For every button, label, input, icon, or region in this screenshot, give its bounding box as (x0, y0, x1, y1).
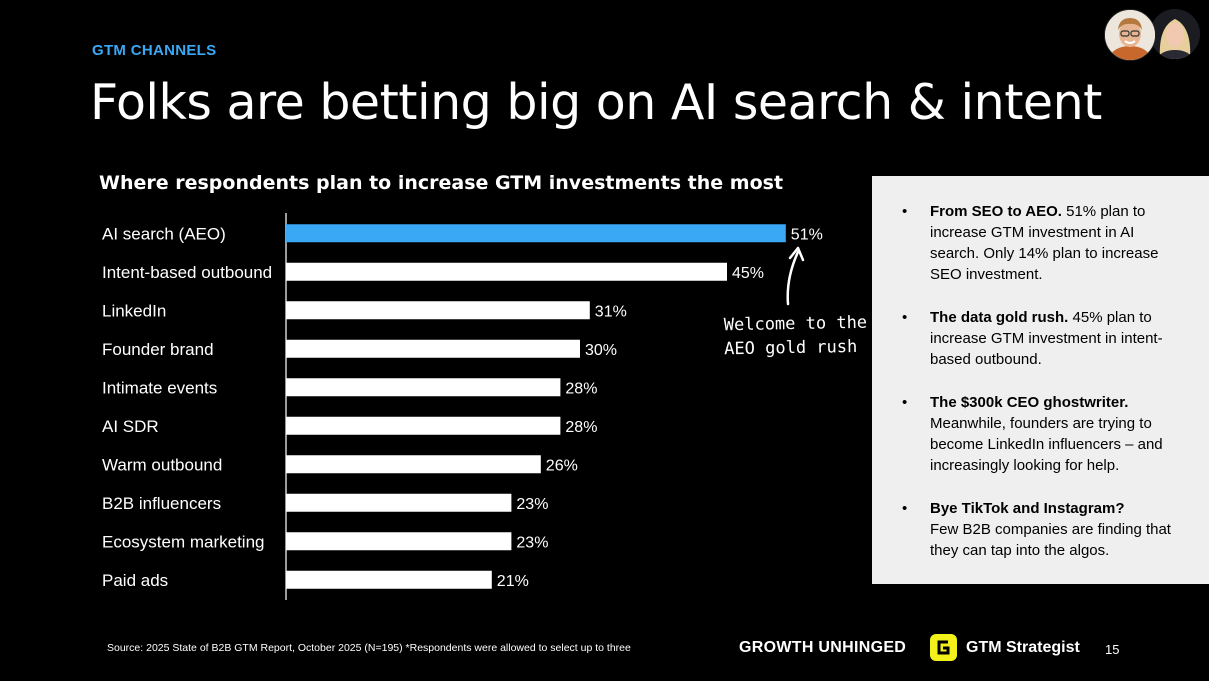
annotation-line-2: AEO gold rush (724, 336, 858, 360)
value-label: 30% (585, 342, 617, 359)
insight-item: • Bye TikTok and Instagram? Few B2B compan… (902, 498, 1183, 561)
bar (286, 570, 492, 589)
value-label: 21% (497, 573, 529, 590)
value-label: 23% (516, 496, 548, 513)
gtm-strategist-logo: GTM Strategist (966, 639, 1080, 656)
growth-unhinged-logo: GROWTH UNHINGED (739, 639, 907, 656)
source-note: Source: 2025 State of B2B GTM Report, Oc… (107, 642, 631, 654)
avatar-presenter-1 (1104, 9, 1156, 61)
category-label: Warm outbound (102, 455, 222, 474)
bar (286, 301, 590, 320)
insight-body: 51% plan to increase GTM investment in A… (930, 203, 1159, 283)
category-label: Founder brand (102, 340, 214, 359)
insight-body: 45% plan to increase GTM investment in i… (930, 309, 1163, 368)
category-label: Intimate events (102, 378, 217, 397)
eyebrow-label: GTM CHANNELS (92, 42, 217, 59)
avatar-presenter-2 (1150, 9, 1200, 59)
chart-annotation: Welcome to the AEO gold rush (724, 311, 868, 361)
category-label: AI SDR (102, 417, 159, 436)
insight-heading: The data gold rush. (930, 309, 1069, 326)
insight-item: • The data gold rush. 45% plan to increas… (902, 307, 1183, 370)
bar (286, 416, 561, 435)
insight-item: • The $300k CEO ghostwriter. Meanwhile, fo… (902, 392, 1183, 476)
bar (286, 262, 727, 281)
insights-panel: • From SEO to AEO. 51% plan to increase G… (872, 176, 1209, 584)
insight-body: Few B2B companies are finding that they … (930, 521, 1171, 559)
bullet-icon: • (902, 500, 908, 517)
value-label: 28% (565, 380, 597, 397)
page-number: 15 (1105, 642, 1120, 657)
insight-heading: The $300k CEO ghostwriter. (930, 394, 1129, 411)
insights-list: • From SEO to AEO. 51% plan to increase G… (902, 201, 1183, 561)
insight-heading: From SEO to AEO. (930, 203, 1062, 220)
bullet-icon: • (902, 203, 908, 220)
value-label: 45% (732, 265, 764, 282)
category-label: AI search (AEO) (102, 224, 226, 243)
bar (286, 378, 561, 397)
page-title: Folks are betting big on AI search & int… (90, 74, 1102, 131)
bar-chart: AI search (AEO) 51% Intent-based outbound 4… (102, 213, 823, 600)
value-label: 26% (546, 457, 578, 474)
annotation-line-1: Welcome to the (723, 312, 868, 336)
value-label: 51% (791, 226, 823, 243)
value-label: 31% (595, 303, 627, 320)
bar (286, 339, 580, 358)
category-label: Intent-based outbound (102, 263, 272, 282)
bar (286, 493, 512, 512)
category-label: LinkedIn (102, 301, 166, 320)
category-label: B2B influencers (102, 494, 221, 513)
category-label: Ecosystem marketing (102, 532, 265, 551)
bullet-icon: • (902, 394, 908, 411)
bar (286, 455, 541, 474)
bullet-icon: • (902, 309, 908, 326)
insight-heading: Bye TikTok and Instagram? (930, 500, 1125, 517)
insight-body: Meanwhile, founders are trying to become… (930, 415, 1163, 474)
insight-item: • From SEO to AEO. 51% plan to increase G… (902, 201, 1183, 285)
category-label: Paid ads (102, 571, 168, 590)
annotation-arrow-icon (786, 246, 805, 306)
g-logo-icon (930, 634, 957, 661)
bar (286, 224, 786, 243)
chart-title: Where respondents plan to increase GTM i… (99, 172, 784, 194)
presenter-avatars (1104, 9, 1200, 61)
value-label: 28% (565, 419, 597, 436)
value-label: 23% (516, 534, 548, 551)
bar (286, 532, 512, 551)
